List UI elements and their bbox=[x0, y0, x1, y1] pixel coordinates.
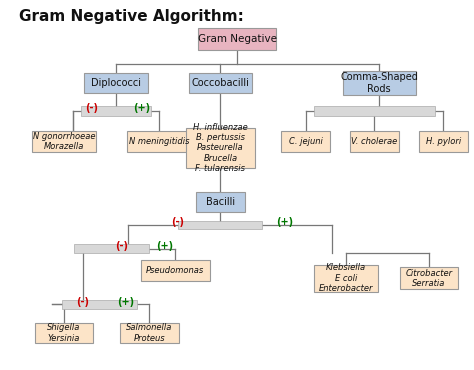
Text: H. pylori: H. pylori bbox=[426, 137, 461, 146]
FancyBboxPatch shape bbox=[127, 131, 191, 152]
Text: N meningitidis: N meningitidis bbox=[128, 137, 189, 146]
Text: Gram Negative Algorithm:: Gram Negative Algorithm: bbox=[19, 9, 244, 24]
Text: (+): (+) bbox=[133, 103, 150, 114]
Text: V. cholerae: V. cholerae bbox=[351, 137, 398, 146]
FancyBboxPatch shape bbox=[189, 73, 252, 93]
FancyBboxPatch shape bbox=[82, 106, 151, 116]
FancyBboxPatch shape bbox=[141, 260, 210, 281]
FancyBboxPatch shape bbox=[419, 131, 468, 152]
Text: (-): (-) bbox=[76, 296, 90, 307]
FancyBboxPatch shape bbox=[186, 128, 255, 168]
FancyBboxPatch shape bbox=[35, 323, 93, 343]
Text: Bacilli: Bacilli bbox=[206, 196, 235, 207]
Text: Coccobacilli: Coccobacilli bbox=[191, 78, 249, 88]
Text: (-): (-) bbox=[171, 217, 184, 228]
FancyBboxPatch shape bbox=[120, 323, 179, 343]
FancyBboxPatch shape bbox=[314, 265, 378, 292]
FancyBboxPatch shape bbox=[350, 131, 399, 152]
Text: H. influenzae
B. pertussis
Pasteurella
Brucella
F. tularensis: H. influenzae B. pertussis Pasteurella B… bbox=[193, 123, 248, 173]
Text: Diplococci: Diplococci bbox=[91, 78, 141, 88]
FancyBboxPatch shape bbox=[314, 106, 435, 116]
FancyBboxPatch shape bbox=[178, 221, 263, 229]
Text: Salmonella
Proteus: Salmonella Proteus bbox=[126, 323, 173, 343]
Text: (+): (+) bbox=[156, 241, 173, 251]
FancyBboxPatch shape bbox=[281, 131, 330, 152]
FancyBboxPatch shape bbox=[198, 28, 276, 50]
Text: (+): (+) bbox=[276, 217, 293, 228]
FancyBboxPatch shape bbox=[400, 267, 458, 289]
Text: (-): (-) bbox=[115, 241, 128, 251]
FancyBboxPatch shape bbox=[343, 71, 416, 95]
Text: C. jejuni: C. jejuni bbox=[289, 137, 323, 146]
Text: (+): (+) bbox=[117, 296, 134, 307]
Text: Gram Negative: Gram Negative bbox=[198, 34, 276, 44]
Text: Comma-Shaped
Rods: Comma-Shaped Rods bbox=[340, 73, 418, 94]
Text: N gonorrhoeae
Morazella: N gonorrhoeae Morazella bbox=[33, 132, 95, 151]
FancyBboxPatch shape bbox=[84, 73, 148, 93]
FancyBboxPatch shape bbox=[196, 192, 245, 212]
Text: (-): (-) bbox=[85, 103, 98, 114]
FancyBboxPatch shape bbox=[32, 131, 96, 152]
Text: Citrobacter
Serratia: Citrobacter Serratia bbox=[405, 269, 453, 288]
Text: Shigella
Yersinia: Shigella Yersinia bbox=[47, 323, 81, 343]
Text: Klebsiella
E coli
Enterobacter: Klebsiella E coli Enterobacter bbox=[319, 263, 373, 293]
FancyBboxPatch shape bbox=[63, 300, 137, 309]
FancyBboxPatch shape bbox=[74, 244, 148, 253]
Text: Pseudomonas: Pseudomonas bbox=[146, 266, 204, 275]
